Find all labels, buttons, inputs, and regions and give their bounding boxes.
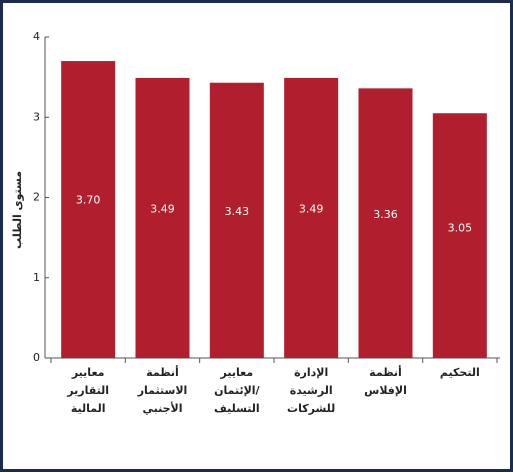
bar	[61, 61, 116, 358]
bar	[358, 88, 413, 359]
y-tick-label: 2	[33, 191, 40, 204]
y-axis-label: مستوى الطلب	[11, 171, 24, 249]
y-tick-label: 0	[33, 351, 40, 364]
value-label: 3.43	[225, 205, 250, 218]
value-label: 3.70	[76, 194, 101, 207]
x-tick-label: الأجنبي	[143, 401, 183, 415]
bar	[209, 82, 264, 359]
y-tick-label: 1	[33, 271, 40, 284]
x-tick-label: الاستثمار	[137, 384, 188, 397]
x-tick-label: التسليف	[214, 402, 260, 415]
x-tick-label: معايير	[220, 366, 254, 379]
bar	[432, 113, 487, 358]
x-tick-label: الرشيدة	[290, 384, 333, 397]
x-tick-label: الإفلاس	[364, 384, 407, 397]
x-tick-label: أنظمة	[146, 365, 179, 379]
x-tick-label: للشركات	[287, 402, 335, 415]
value-label: 3.36	[373, 208, 398, 221]
y-tick-label: 3	[33, 110, 40, 123]
y-tick-label: 4	[33, 30, 40, 43]
x-tick-label: التقارير	[66, 384, 109, 397]
x-tick-label: المالية	[71, 402, 106, 415]
value-label: 3.05	[448, 221, 473, 234]
bar	[135, 77, 190, 359]
x-tick-label: الإئتمان/	[214, 384, 260, 397]
bar	[284, 77, 339, 359]
x-tick-label: التحكيم	[440, 366, 480, 379]
x-tick-label: معايير	[71, 366, 105, 379]
value-label: 3.49	[299, 203, 324, 216]
x-tick-label: الإدارة	[294, 366, 328, 379]
value-label: 3.49	[150, 203, 175, 216]
x-tick-label: أنظمة	[369, 365, 402, 379]
